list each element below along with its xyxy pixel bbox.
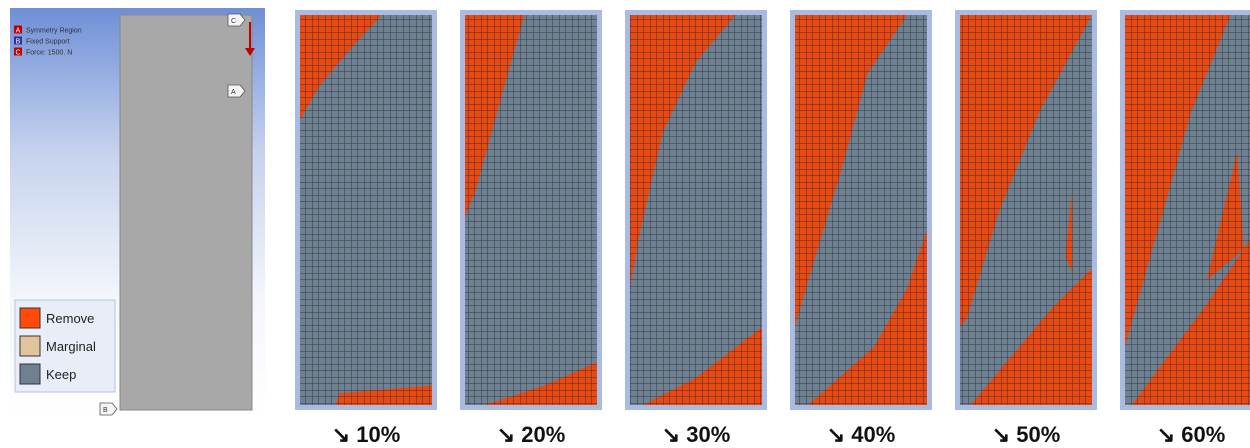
result-panel: ↘ 50% (955, 10, 1097, 447)
element-grid (465, 15, 597, 405)
reduction-label: ↘ 60% (1157, 422, 1226, 447)
annotation-letter: A (16, 28, 21, 35)
legend-label: Marginal (46, 339, 96, 354)
result-panel: ↘ 10% (295, 10, 437, 447)
figure: A Symmetry Region B Fixed Support C Force: 15… (0, 0, 1250, 448)
flag-label: A (231, 89, 236, 96)
element-grid (300, 15, 432, 405)
flag-label: C (231, 18, 236, 25)
legend-swatch (20, 364, 40, 384)
reduction-label: ↘ 50% (992, 422, 1061, 447)
result-panel: ↘ 60% (1120, 10, 1250, 447)
legend-swatch (20, 308, 40, 328)
annotation-text: Force: 1500. N (26, 50, 72, 57)
reduction-label: ↘ 40% (827, 422, 896, 447)
legend-label: Remove (46, 311, 94, 326)
result-panel: ↘ 30% (625, 10, 767, 447)
element-grid (960, 15, 1092, 405)
result-panel: ↘ 20% (460, 10, 602, 447)
domain (120, 15, 252, 410)
element-grid (795, 15, 927, 405)
result-panel: ↘ 40% (790, 10, 932, 447)
reduction-label: ↘ 30% (662, 422, 731, 447)
flag-label: B (103, 407, 108, 414)
annotation-text: Fixed Support (26, 39, 70, 46)
reduction-label: ↘ 20% (497, 422, 566, 447)
element-grid (630, 15, 762, 405)
annotation-letter: B (16, 39, 21, 46)
annotation-text: Symmetry Region (26, 28, 82, 35)
element-grid (1125, 15, 1250, 405)
page: {"left_panel": {"annotations": [{"letter… (0, 0, 1250, 448)
legend-swatch (20, 336, 40, 356)
annotation-letter: C (15, 50, 20, 57)
reduction-label: ↘ 10% (332, 422, 401, 447)
legend-label: Keep (46, 367, 76, 382)
